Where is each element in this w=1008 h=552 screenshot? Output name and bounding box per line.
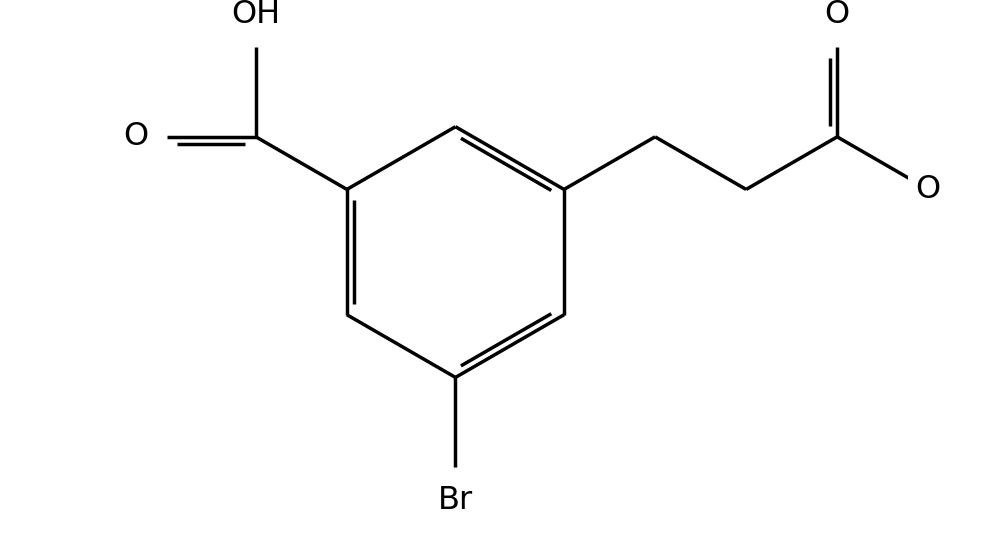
Text: OH: OH	[231, 0, 280, 30]
Text: O: O	[825, 0, 850, 30]
Text: O: O	[915, 174, 940, 205]
Text: O: O	[124, 121, 149, 152]
Text: Br: Br	[437, 485, 473, 516]
